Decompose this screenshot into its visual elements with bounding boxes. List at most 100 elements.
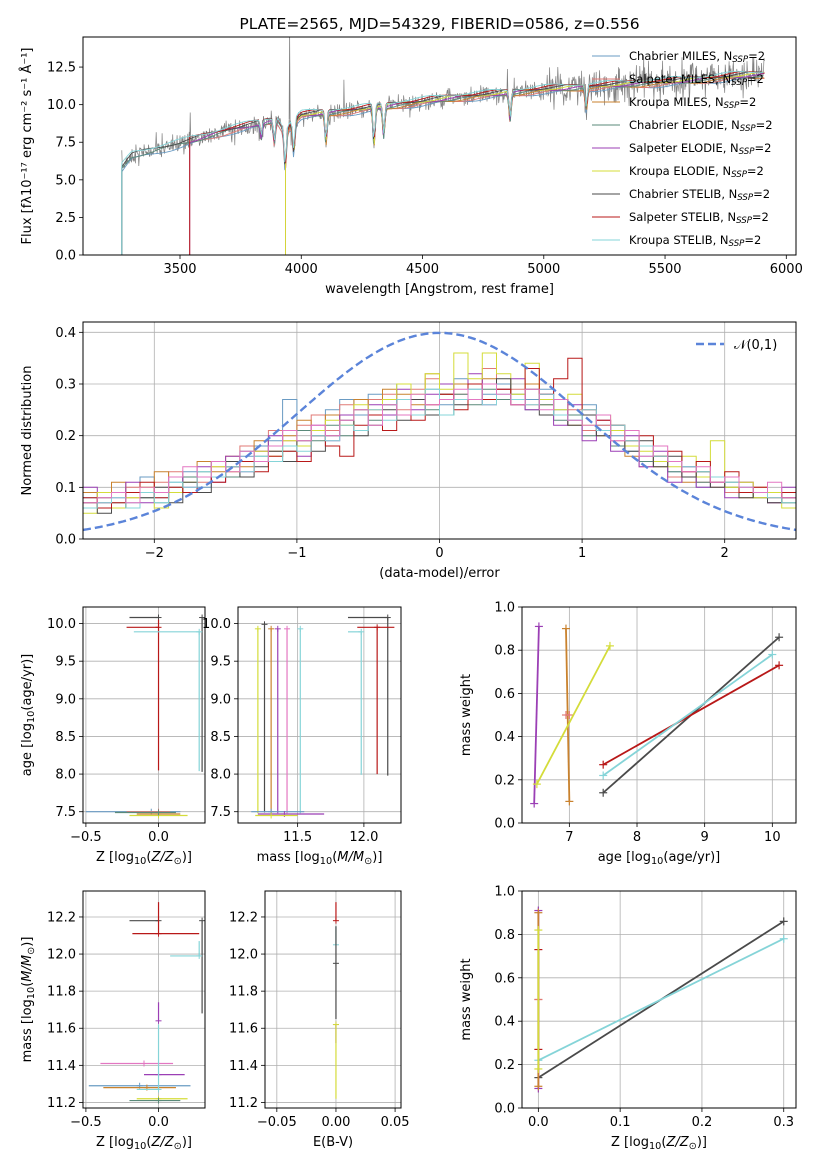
y-tick-label: 11.4 <box>47 1059 76 1074</box>
axes-frame <box>82 890 206 1109</box>
y-tick-label: 12.2 <box>47 910 76 925</box>
errorbar-point <box>155 1002 162 1024</box>
x-tick-label: 10 <box>764 830 781 845</box>
residuals-axes: −2 −1 0 1 2 0.0 0.1 0.2 0.3 0.4 (data-model)/error… <box>20 321 797 581</box>
x-tick-label: 0.00 <box>321 1115 350 1130</box>
y-tick-label: 12.0 <box>229 948 258 963</box>
mass-weight-series-1 <box>534 934 788 1065</box>
residuals-xlabel: (data-model)/error <box>379 566 500 581</box>
errorbar-point <box>100 1060 174 1067</box>
y-tick-label: 11.6 <box>47 1022 76 1037</box>
errorbar-point <box>332 902 339 924</box>
axes-frame <box>82 321 797 540</box>
axes-frame <box>521 606 797 824</box>
errorbar-point <box>261 621 268 813</box>
x-tick-label: −2 <box>145 546 164 561</box>
x-tick-label: 0 <box>435 546 443 561</box>
x-tick-label: −0.5 <box>70 830 102 845</box>
errorbar-point <box>129 614 162 621</box>
errorbar-point <box>268 625 275 814</box>
legend-entry: 𝒩(0,1) <box>734 338 777 353</box>
x-tick-label: 8 <box>633 830 641 845</box>
y-tick-label: 9.0 <box>55 692 76 707</box>
mass-vs-EBV-plot-area <box>332 902 339 1099</box>
x-tick-label: 0.0 <box>148 830 169 845</box>
y-tick-label: 9.5 <box>55 655 76 670</box>
y-tick-label: 11.6 <box>229 1022 258 1037</box>
y-tick-label: 0.2 <box>494 773 515 788</box>
mass-weight-series-3 <box>530 622 543 808</box>
legend-entry: Chabrier MILES, NSSP=2 <box>629 49 765 65</box>
legend-entry: Salpeter ELODIE, NSSP=2 <box>629 141 771 157</box>
errorbar-point <box>144 1071 185 1078</box>
massweight-vs-age-plot-area <box>530 622 784 808</box>
x-tick-label: 6000 <box>770 262 803 277</box>
y-tick-label: 0.2 <box>55 429 76 444</box>
legend-entry: Kroupa ELODIE, NSSP=2 <box>629 164 764 180</box>
mass-vs-Z-ylabel: mass [log10(M/M⊙)] <box>20 937 37 1063</box>
x-tick-label: −1 <box>287 546 306 561</box>
age-vs-mass-axes: 11.5 12.0 7.5 8.0 8.5 9.0 9.5 10.0 mass [log10(M… <box>202 606 402 867</box>
y-tick-label: 7.5 <box>210 805 231 820</box>
x-tick-label: −0.5 <box>70 1115 102 1130</box>
legend-entry: Chabrier STELIB, NSSP=2 <box>629 187 770 203</box>
histogram-step-9 <box>83 383 796 539</box>
mass-vs-EBV-axes: −0.05 0.00 0.05 11.2 11.4 11.6 11.8 12.0 12.2 E(B… <box>229 890 410 1150</box>
x-tick-label: 9 <box>701 830 709 845</box>
axes-frame <box>82 606 206 824</box>
mass-weight-line <box>602 653 773 777</box>
y-tick-label: 8.0 <box>55 768 76 783</box>
x-tick-label: 0.1 <box>610 1115 631 1130</box>
gaussian-reference-curve <box>83 331 796 532</box>
y-tick-label: 12.0 <box>47 948 76 963</box>
x-tick-label: 12.0 <box>349 830 378 845</box>
mass-vs-Z-plot-area <box>88 902 205 1104</box>
x-tick-label: 11.5 <box>283 830 312 845</box>
x-tick-label: 4000 <box>285 262 318 277</box>
legend-entry: Kroupa STELIB, NSSP=2 <box>629 233 761 249</box>
massweight-vs-age-xlabel: age [log10(age/yr)] <box>598 850 721 867</box>
y-tick-label: 10.0 <box>47 617 76 632</box>
spectrum-ylabel: Flux [fλ10⁻¹⁷ erg cm⁻² s⁻¹ Å⁻¹] <box>19 48 35 245</box>
x-tick-label: 5000 <box>527 262 560 277</box>
errorbar-point <box>332 1021 339 1099</box>
mass-weight-series-6 <box>534 926 543 1073</box>
y-tick-label: 7.5 <box>55 805 76 820</box>
spectrum-title: PLATE=2565, MJD=54329, FIBERID=0586, z=0… <box>239 15 639 33</box>
massweight-vs-Z-ylabel: mass weight <box>459 958 474 1040</box>
y-tick-label: 9.5 <box>210 655 231 670</box>
y-tick-label: 10.0 <box>202 617 231 632</box>
residuals-legend: 𝒩(0,1) <box>696 338 777 353</box>
mass-weight-line <box>602 664 780 766</box>
massweight-vs-Z-axes: 0.0 0.1 0.2 0.3 0.0 0.2 0.4 0.6 0.8 1.0 Z [log10(Z… <box>459 885 797 1152</box>
spectrum-spike <box>288 37 291 128</box>
age-vs-Z-ylabel: age [log10(age/yr)] <box>20 654 37 777</box>
y-tick-label: 0.4 <box>55 326 76 341</box>
errorbar-point <box>199 614 205 772</box>
model-line-6 <box>121 71 764 255</box>
mass-vs-EBV-xlabel: E(B-V) <box>313 1135 353 1150</box>
y-tick-label: 1.0 <box>494 601 515 616</box>
age-vs-Z-xlabel: Z [log10(Z/Z⊙)] <box>96 850 192 867</box>
errorbar-point <box>332 926 339 1019</box>
errorbar-point <box>114 809 176 816</box>
mass-weight-series-2 <box>599 650 777 780</box>
y-tick-label: 12.2 <box>229 910 258 925</box>
y-tick-label: 8.5 <box>55 730 76 745</box>
y-tick-label: 11.8 <box>47 985 76 1000</box>
legend-entry: Salpeter STELIB, NSSP=2 <box>629 210 769 226</box>
y-tick-label: 0.2 <box>494 1058 515 1073</box>
y-tick-label: 0.0 <box>494 1102 515 1117</box>
legend-entry: Salpeter MILES, NSSP=2 <box>629 72 764 88</box>
x-tick-label: 2 <box>721 546 729 561</box>
mass-weight-line <box>533 626 540 804</box>
errorbar-point <box>297 625 304 814</box>
errorbar-point <box>129 917 162 924</box>
mass-weight-line <box>536 645 611 785</box>
mass-weight-series-1 <box>599 661 784 769</box>
errorbar-point <box>284 625 291 814</box>
age-vs-Z-axes: −0.5 0.0 7.5 8.0 8.5 9.0 9.5 10.0 Z [log10(Z/Z⊙)… <box>20 606 206 867</box>
errorbar-point <box>357 624 395 775</box>
y-tick-label: 0.0 <box>55 533 76 548</box>
